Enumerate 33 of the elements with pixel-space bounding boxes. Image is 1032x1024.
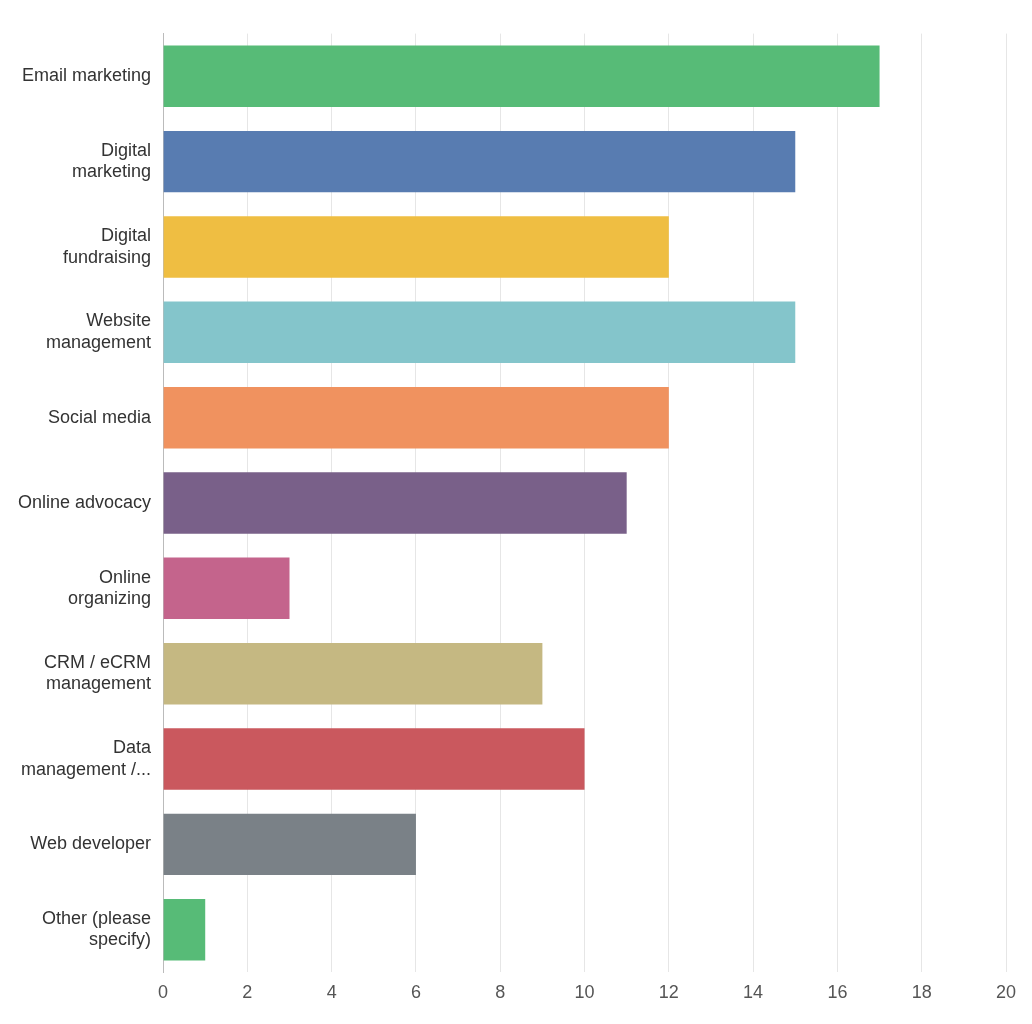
bar [163, 45, 880, 107]
x-tick-label: 18 [911, 982, 932, 1003]
y-tick-label: Online advocacy [18, 491, 152, 512]
x-tick-label: 2 [242, 982, 253, 1003]
y-tick-label: Website management [46, 310, 152, 353]
x-tick-label: 14 [743, 982, 764, 1003]
y-tick-label: Online organizing [68, 566, 152, 609]
bar [163, 899, 206, 961]
bar [163, 728, 585, 790]
y-tick-label: Other (please specify) [42, 907, 152, 950]
x-tick-label: 4 [326, 982, 337, 1003]
x-tick-label: 20 [995, 982, 1017, 1003]
bar [163, 642, 543, 705]
x-tick-label: 6 [410, 982, 421, 1003]
x-tick-label: 16 [827, 982, 848, 1003]
y-tick-label: CRM / eCRM management [44, 651, 152, 694]
x-tick-label: 0 [158, 982, 169, 1003]
y-tick-label: Web developer [30, 833, 152, 854]
y-tick-label: Data management /... [21, 737, 153, 779]
bar [163, 301, 796, 364]
bar [163, 472, 627, 534]
y-tick-label: Digital marketing [72, 139, 152, 182]
x-tick-label: 8 [495, 982, 506, 1003]
bar [163, 216, 669, 278]
y-tick-label: Digital fundraising [63, 225, 152, 267]
bar [163, 386, 669, 449]
bar [163, 557, 290, 620]
y-tick-label: Social media [48, 406, 153, 427]
bar [163, 813, 416, 876]
y-tick-label: Email marketing [22, 65, 152, 86]
x-tick-label: 10 [574, 982, 595, 1003]
bar [163, 130, 796, 193]
x-tick-label: 12 [658, 982, 679, 1003]
